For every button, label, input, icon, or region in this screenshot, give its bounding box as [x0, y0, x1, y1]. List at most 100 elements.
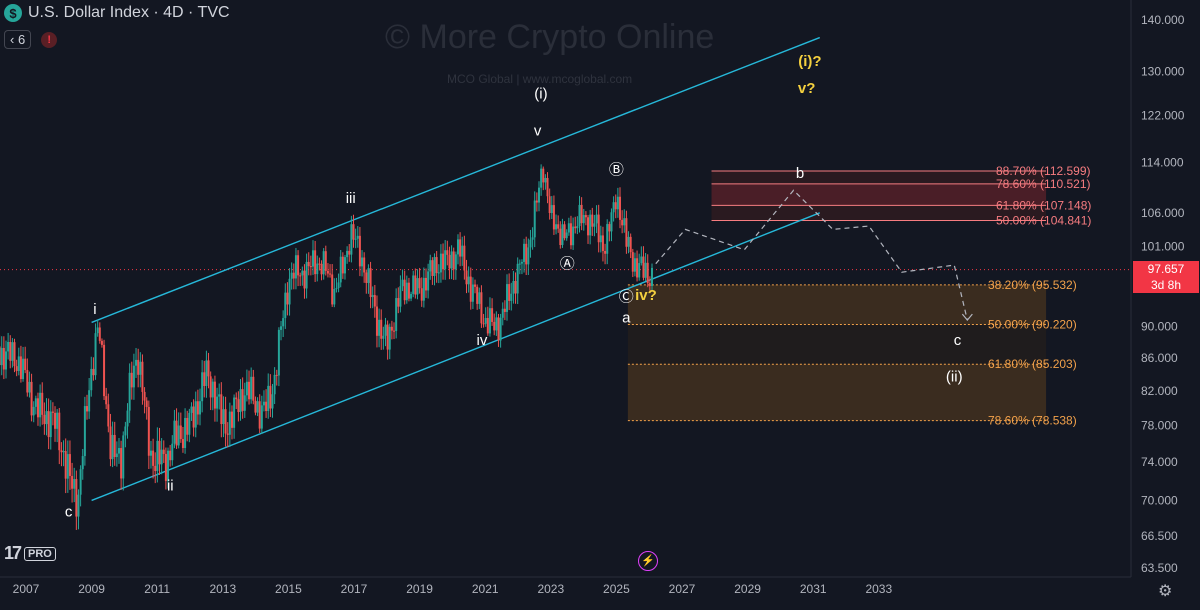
candle-body	[559, 228, 562, 246]
fib-resistance-label: 88.70% (112.599)	[996, 164, 1091, 178]
fib-support-label: 78.60% (78.538)	[988, 414, 1077, 428]
last-price-tag: 97.657 3d 8h	[1133, 261, 1199, 293]
candle-body	[550, 205, 553, 214]
candle-body	[24, 358, 27, 371]
candle-body	[36, 398, 39, 418]
candle-body	[390, 326, 393, 331]
candle-body	[224, 409, 227, 434]
candle-body	[107, 404, 110, 427]
candle-body	[88, 390, 91, 412]
fib-resistance-zone	[711, 183, 1047, 206]
candle-body	[412, 275, 415, 294]
candle-body	[623, 218, 626, 226]
candle-body	[243, 395, 246, 411]
watermark-main: © More Crypto Online	[385, 18, 715, 56]
candle-body	[19, 356, 22, 380]
candle-body	[222, 409, 225, 425]
price-tick-label: 101.000	[1141, 239, 1185, 253]
candle-body	[303, 270, 306, 289]
price-tick-label: 63.500	[1141, 561, 1178, 575]
pro-badge: PRO	[24, 546, 56, 561]
candle-body	[567, 223, 570, 233]
fib-support-label: 38.20% (95.532)	[988, 278, 1077, 292]
candle-body	[326, 270, 329, 274]
candle-body	[337, 282, 340, 289]
indicators-toggle[interactable]: ‹ 6	[4, 30, 32, 49]
price-tick-label: 74.000	[1141, 455, 1178, 469]
candle-body	[216, 396, 219, 409]
symbol-title[interactable]: U.S. Dollar Index · 4D · TVC	[28, 4, 230, 21]
candle-body	[401, 279, 404, 287]
candle-body	[115, 453, 118, 458]
wave-label: c	[65, 503, 73, 520]
candle-body	[501, 308, 504, 318]
candle-body	[316, 263, 319, 275]
candle-body	[510, 293, 513, 301]
wave-label: a	[622, 309, 631, 326]
candle-body	[273, 374, 276, 395]
price-tick-label: 114.000	[1141, 155, 1184, 169]
candle-body	[271, 394, 274, 409]
tradingview-logo[interactable]: 17 PRO	[4, 543, 56, 564]
lightning-icon[interactable]: ⚡	[638, 551, 658, 571]
candle-body	[4, 351, 7, 370]
candle-body	[638, 263, 641, 278]
candle-body	[531, 237, 534, 240]
fib-resistance-label: 50.00% (104.841)	[996, 213, 1091, 227]
candle-body	[450, 251, 453, 269]
candle-body	[582, 215, 585, 224]
price-tick-label: 70.000	[1141, 493, 1178, 507]
candle-body	[77, 494, 80, 517]
candle-body	[427, 271, 430, 291]
symbol-header[interactable]: $ U.S. Dollar Index · 4D · TVC	[4, 4, 230, 22]
candle-body	[175, 420, 178, 446]
candle-body	[367, 268, 370, 283]
time-tick-label: 2019	[406, 582, 433, 596]
candle-body	[454, 254, 457, 270]
time-tick-label: 2027	[669, 582, 696, 596]
candle-body	[45, 411, 48, 425]
candle-body	[546, 177, 549, 197]
projection-path	[655, 189, 973, 322]
wave-label: iv	[476, 332, 487, 349]
candle-body	[599, 235, 602, 243]
candle-body	[397, 298, 400, 307]
candle-body	[642, 256, 645, 278]
candle-body	[491, 308, 494, 322]
candle-body	[81, 456, 84, 470]
candle-body	[469, 276, 472, 302]
candle-body	[186, 417, 189, 435]
candle-body	[322, 251, 325, 275]
fib-support-zone	[627, 324, 1047, 365]
fib-resistance-label: 61.80% (107.148)	[996, 198, 1091, 212]
gear-icon[interactable]: ⚙	[1158, 583, 1173, 600]
projection-line	[655, 189, 968, 321]
candle-body	[587, 217, 590, 236]
candle-body	[499, 317, 502, 341]
candle-body	[54, 412, 57, 429]
bar-countdown: 3d 8h	[1150, 278, 1182, 292]
candle-body	[58, 412, 61, 451]
wave-label: iv?	[635, 287, 657, 304]
price-tick-label: 82.000	[1141, 384, 1178, 398]
candle-body	[444, 250, 447, 270]
fib-support-label: 61.80% (85.203)	[988, 357, 1077, 371]
wave-label: (ii)	[946, 369, 963, 386]
candle-body	[258, 401, 261, 429]
candle-body	[506, 284, 509, 312]
candle-body	[459, 239, 462, 257]
candle-body	[650, 267, 653, 286]
candle-body	[525, 243, 528, 265]
alert-icon[interactable]: !	[41, 31, 58, 48]
candle-body	[433, 257, 436, 276]
candle-body	[235, 397, 238, 400]
candle-body	[621, 219, 624, 226]
candle-body	[66, 454, 69, 479]
candle-body	[463, 245, 466, 271]
candle-body	[640, 256, 643, 264]
candle-body	[529, 239, 532, 248]
candle-body	[205, 360, 208, 387]
candle-body	[252, 376, 255, 401]
candle-body	[331, 274, 334, 305]
